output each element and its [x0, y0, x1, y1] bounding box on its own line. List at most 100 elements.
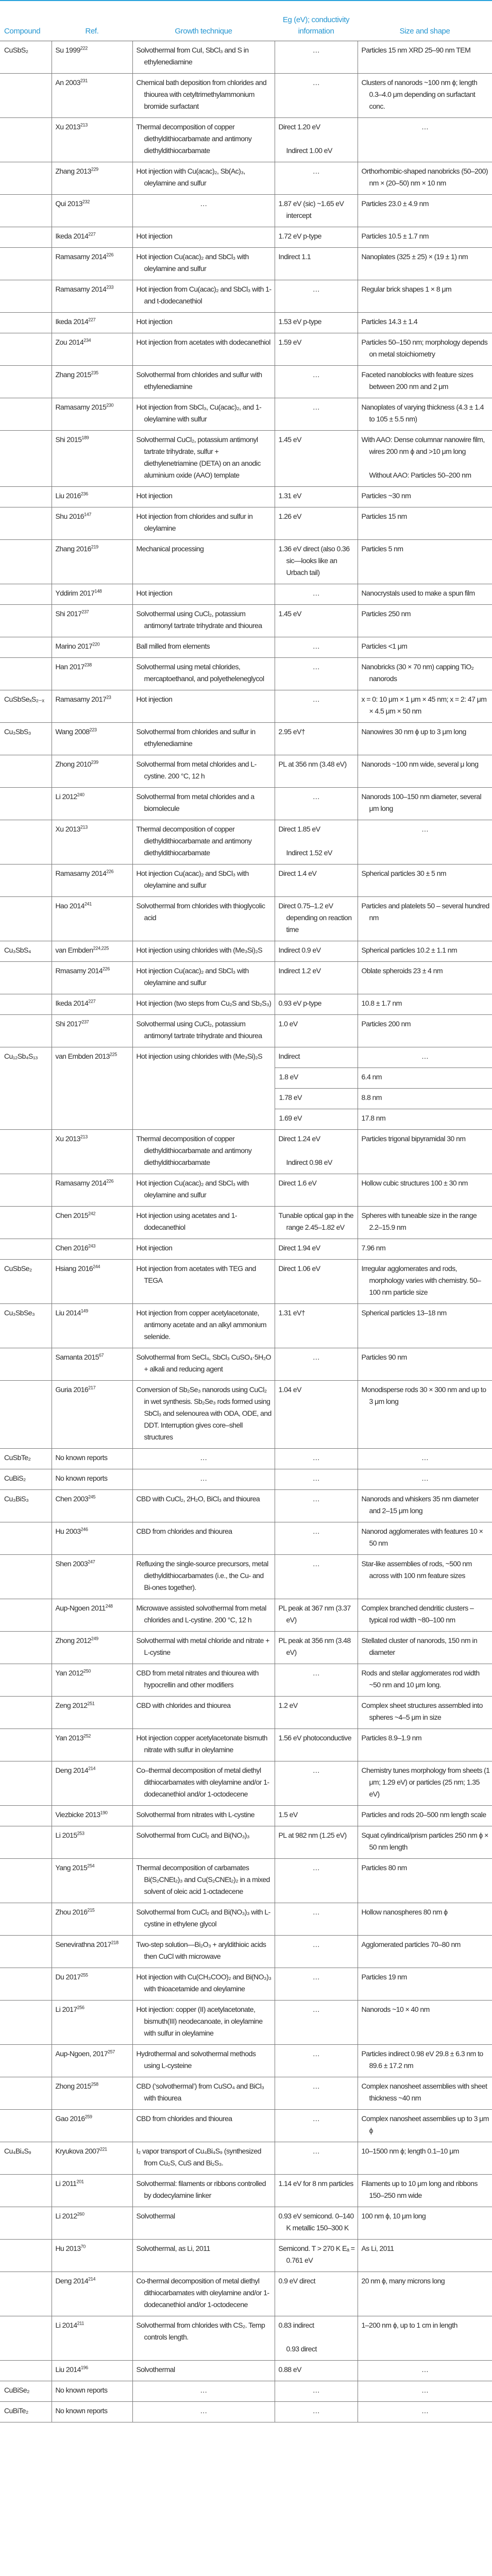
size-shape-cell: Complex nanosheet assemblies with sheet … [357, 2077, 492, 2110]
ref-text: Hu 2013 [55, 2244, 81, 2252]
ref-text: Li 2011 [55, 2179, 77, 2188]
table-row: Cu₁₂Sb₄S₁₃ van Embden 2013225 Hot injectio… [0, 1047, 492, 1130]
technique-cell: CBD with CuCl₂, 2H₂O, BiCl₃ and thiourea [132, 1489, 275, 1522]
technique-cell: Solvothermal using CuCl₂, potassium anti… [132, 1014, 275, 1047]
technique-cell: Thermal decomposition of copper diethyld… [132, 117, 275, 162]
technique-cell: Hot injection Cu(acac)₂ and SbCl₃ with o… [132, 1174, 275, 1207]
ref-number: 215 [87, 1907, 95, 1913]
ref-cell: Marino 2017220 [51, 637, 133, 658]
table-row: Ramasamy 2014226 Hot injection Cu(acac)₂ … [0, 1174, 492, 1207]
table-row: CuBiSe₂ No known reports……… [0, 2381, 492, 2402]
ref-text: Deng 2014 [55, 2277, 89, 2285]
eg-cell: 1.8 eV [275, 1067, 358, 1089]
technique-cell: Solvothermal from metal chlorides and a … [132, 787, 275, 820]
ref-cell: Deng 2014214 [51, 2272, 133, 2316]
ref-text: Qui 2013 [55, 199, 83, 208]
technique-cell: Solvothermal using metal chlorides, merc… [132, 657, 275, 690]
ref-cell: Shi 2017237 [51, 1014, 133, 1047]
ref-text: Xu 2013 [55, 1134, 81, 1143]
ref-number: 214 [88, 1766, 96, 1771]
size-shape-cell: 7.96 nm [357, 1239, 492, 1260]
ref-cell: Hsiang 2016244 [51, 1259, 133, 1304]
compound-cell [0, 787, 52, 820]
technique-cell: Hot injection from acetates with TEG and… [132, 1259, 275, 1304]
eg-cell: Indirect 0.9 eV [274, 941, 358, 962]
size-shape-cell: 1–200 nm ϕ, up to 1 cm in length [357, 2316, 492, 2361]
technique-cell: Solvothermal from chlorides and sulfur w… [132, 365, 275, 398]
technique-cell: Hot injection from copper acetylacetonat… [132, 1303, 275, 1348]
eg-cell: PL peak at 367 nm (3.37 eV) [274, 1599, 358, 1632]
ref-text: Xu 2013 [55, 825, 81, 833]
table-row: Li 2012260 Solvothermal 0.93 eV semicond. … [0, 2207, 492, 2240]
eg-cell: … [274, 1664, 358, 1697]
ref-number: 211 [77, 2320, 84, 2326]
ref-cell: Han 2017238 [51, 657, 133, 690]
technique-cell: Solvothermal from CuCl₂ and Bi(NO₃)₃ wit… [132, 1903, 275, 1936]
header-growth-technique: Growth technique [132, 1, 275, 41]
ref-text: Liu 2016 [55, 492, 81, 500]
table-row: Aup-Ngoen 2011248 Microwave assisted solv… [0, 1599, 492, 1632]
ref-number: 259 [84, 2114, 92, 2120]
table-row: Qui 2013232… 1.87 eV (sic) ~1.65 eV inter… [0, 194, 492, 227]
ref-text: Shi 2015 [55, 435, 82, 444]
table-row: Zhang 2016219 Mechanical processing 1.36 e… [0, 539, 492, 584]
size-shape-cell: Nanoplates (325 ± 25) × (19 ± 1) nm [357, 247, 492, 280]
ref-number: 232 [82, 199, 90, 205]
compound-cell [0, 117, 52, 162]
eg-cell: … [274, 280, 358, 313]
ref-cell: Ramasamy 2014226 [51, 1174, 133, 1207]
eg-cell: … [274, 1348, 358, 1381]
compound-cell [0, 2207, 52, 2240]
size-shape-cell: Particles and rods 20–500 nm length scal… [357, 1805, 492, 1826]
ref-number: 242 [88, 1211, 96, 1216]
ref-number: 149 [80, 1308, 88, 1314]
ref-cell: Li 2015253 [51, 1826, 133, 1859]
eg-cell: 0.93 eV semicond. 0–140 K metallic 150–3… [274, 2207, 358, 2240]
size-shape-cell: Particles 200 nm [357, 1014, 492, 1047]
ref-cell: van Embden224,225 [51, 941, 133, 962]
size-shape-cell: Nanoplates of varying thickness (4.3 ± 1… [357, 398, 492, 431]
ref-cell: Li 2014211 [51, 2316, 133, 2361]
size-shape-cell: 10–1500 nm ϕ; length 0.1–10 μm [357, 2142, 492, 2175]
synthesis-table: Compound Ref. Growth technique Eg (eV); … [0, 1, 492, 2422]
eg-cell: 1.78 eV [275, 1088, 358, 1109]
size-shape-cell: Nanorods and whiskers 35 nm diameter and… [357, 1489, 492, 1522]
compound-cell [0, 1903, 52, 1936]
ref-cell: Shi 2015189 [51, 430, 133, 487]
compound-cell [0, 1129, 52, 1174]
ref-text: No known reports [55, 2406, 108, 2415]
size-shape-cell: 20 nm ϕ, many microns long [357, 2272, 492, 2316]
ref-text: Ramasamy 2014 [55, 869, 107, 877]
table-row: Samanta 201567 Solvothermal from SeCl₄, S… [0, 1348, 492, 1381]
ref-cell: Zhang 2013229 [51, 162, 133, 195]
ref-number: 260 [77, 2211, 84, 2217]
ref-text: Yan 2013 [55, 1734, 84, 1742]
table-row: Hu 201370 Solvothermal, as Li, 2011 Semico… [0, 2239, 492, 2272]
size-shape-cell: 10.8 ± 1.7 nm [357, 994, 492, 1015]
compound-cell [0, 430, 52, 487]
technique-cell: Hot injection using chlorides with (Me₃S… [132, 1047, 275, 1130]
ref-text: Hu 2003 [55, 1527, 81, 1535]
size-shape-cell: … [357, 1448, 492, 1469]
technique-cell: Solvothermal using CuCl₂, potassium anti… [132, 604, 275, 637]
size-shape-cell: Particles 8.9–1.9 nm [357, 1728, 492, 1761]
ref-cell: No known reports [51, 2381, 133, 2402]
size-shape-cell: Nanorod agglomerates with features 10 × … [357, 1522, 492, 1555]
size-shape-cell: Regular brick shapes 1 × 8 μm [357, 280, 492, 313]
ref-text: Aup-Ngoen 2011 [55, 1604, 106, 1612]
ref-cell: Samanta 201567 [51, 1348, 133, 1381]
table-row: Liu 2014196 Solvothermal 0.88 eV… [0, 2360, 492, 2381]
ref-text: Gao 2016 [55, 2114, 86, 2123]
table-row: Shen 2003247 Refluxing the single-source … [0, 1554, 492, 1599]
eg-cell: … [274, 365, 358, 398]
table-row: Zhong 2010239 Solvothermal from metal chl… [0, 755, 492, 788]
ref-text: Ikeda 2014 [55, 999, 89, 1007]
eg-cell: 1.45 eV [274, 604, 358, 637]
ref-text: Shen 2003 [55, 1560, 88, 1568]
ref-text: Hsiang 2016 [55, 1264, 93, 1273]
ref-text: Ramasamy 2017 [55, 695, 107, 703]
size-shape-cell: Nanobricks (30 × 70 nm) capping TiO₂ nan… [357, 657, 492, 690]
table-row: Du 2017255 Hot injection with Cu(CH₃COO)₂… [0, 1968, 492, 2001]
ref-text: Zhang 2015 [55, 370, 92, 379]
size-shape-cell: Particles trigonal bipyramidal 30 nm [357, 1129, 492, 1174]
